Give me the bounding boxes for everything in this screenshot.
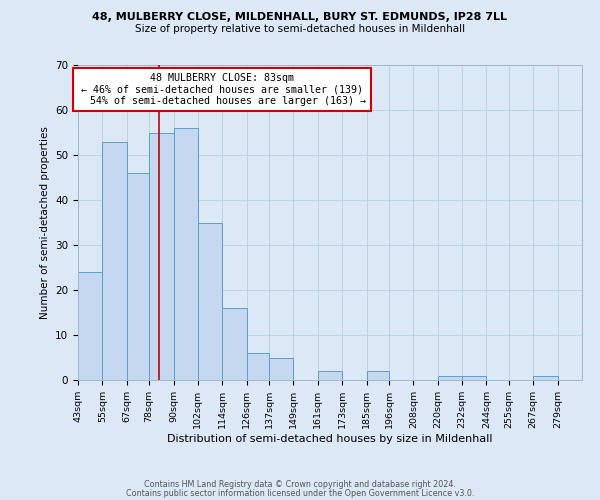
Bar [462, 376, 487, 380]
Bar [149, 132, 173, 380]
Text: 48 MULBERRY CLOSE: 83sqm  
← 46% of semi-detached houses are smaller (139)
  54%: 48 MULBERRY CLOSE: 83sqm ← 46% of semi-d… [77, 73, 365, 106]
Bar [533, 376, 557, 380]
Bar [247, 353, 269, 380]
Y-axis label: Number of semi-detached properties: Number of semi-detached properties [40, 126, 50, 319]
Text: Contains HM Land Registry data © Crown copyright and database right 2024.: Contains HM Land Registry data © Crown c… [144, 480, 456, 489]
Bar [127, 173, 149, 380]
Bar [103, 142, 127, 380]
Text: Contains public sector information licensed under the Open Government Licence v3: Contains public sector information licen… [126, 489, 474, 498]
Bar [318, 371, 342, 380]
Bar [438, 376, 462, 380]
Text: Size of property relative to semi-detached houses in Mildenhall: Size of property relative to semi-detach… [135, 24, 465, 34]
Bar [173, 128, 198, 380]
Bar [198, 222, 222, 380]
X-axis label: Distribution of semi-detached houses by size in Mildenhall: Distribution of semi-detached houses by … [167, 434, 493, 444]
Text: 48, MULBERRY CLOSE, MILDENHALL, BURY ST. EDMUNDS, IP28 7LL: 48, MULBERRY CLOSE, MILDENHALL, BURY ST.… [92, 12, 508, 22]
Bar [269, 358, 293, 380]
Bar [222, 308, 247, 380]
Bar [367, 371, 389, 380]
Bar [78, 272, 103, 380]
